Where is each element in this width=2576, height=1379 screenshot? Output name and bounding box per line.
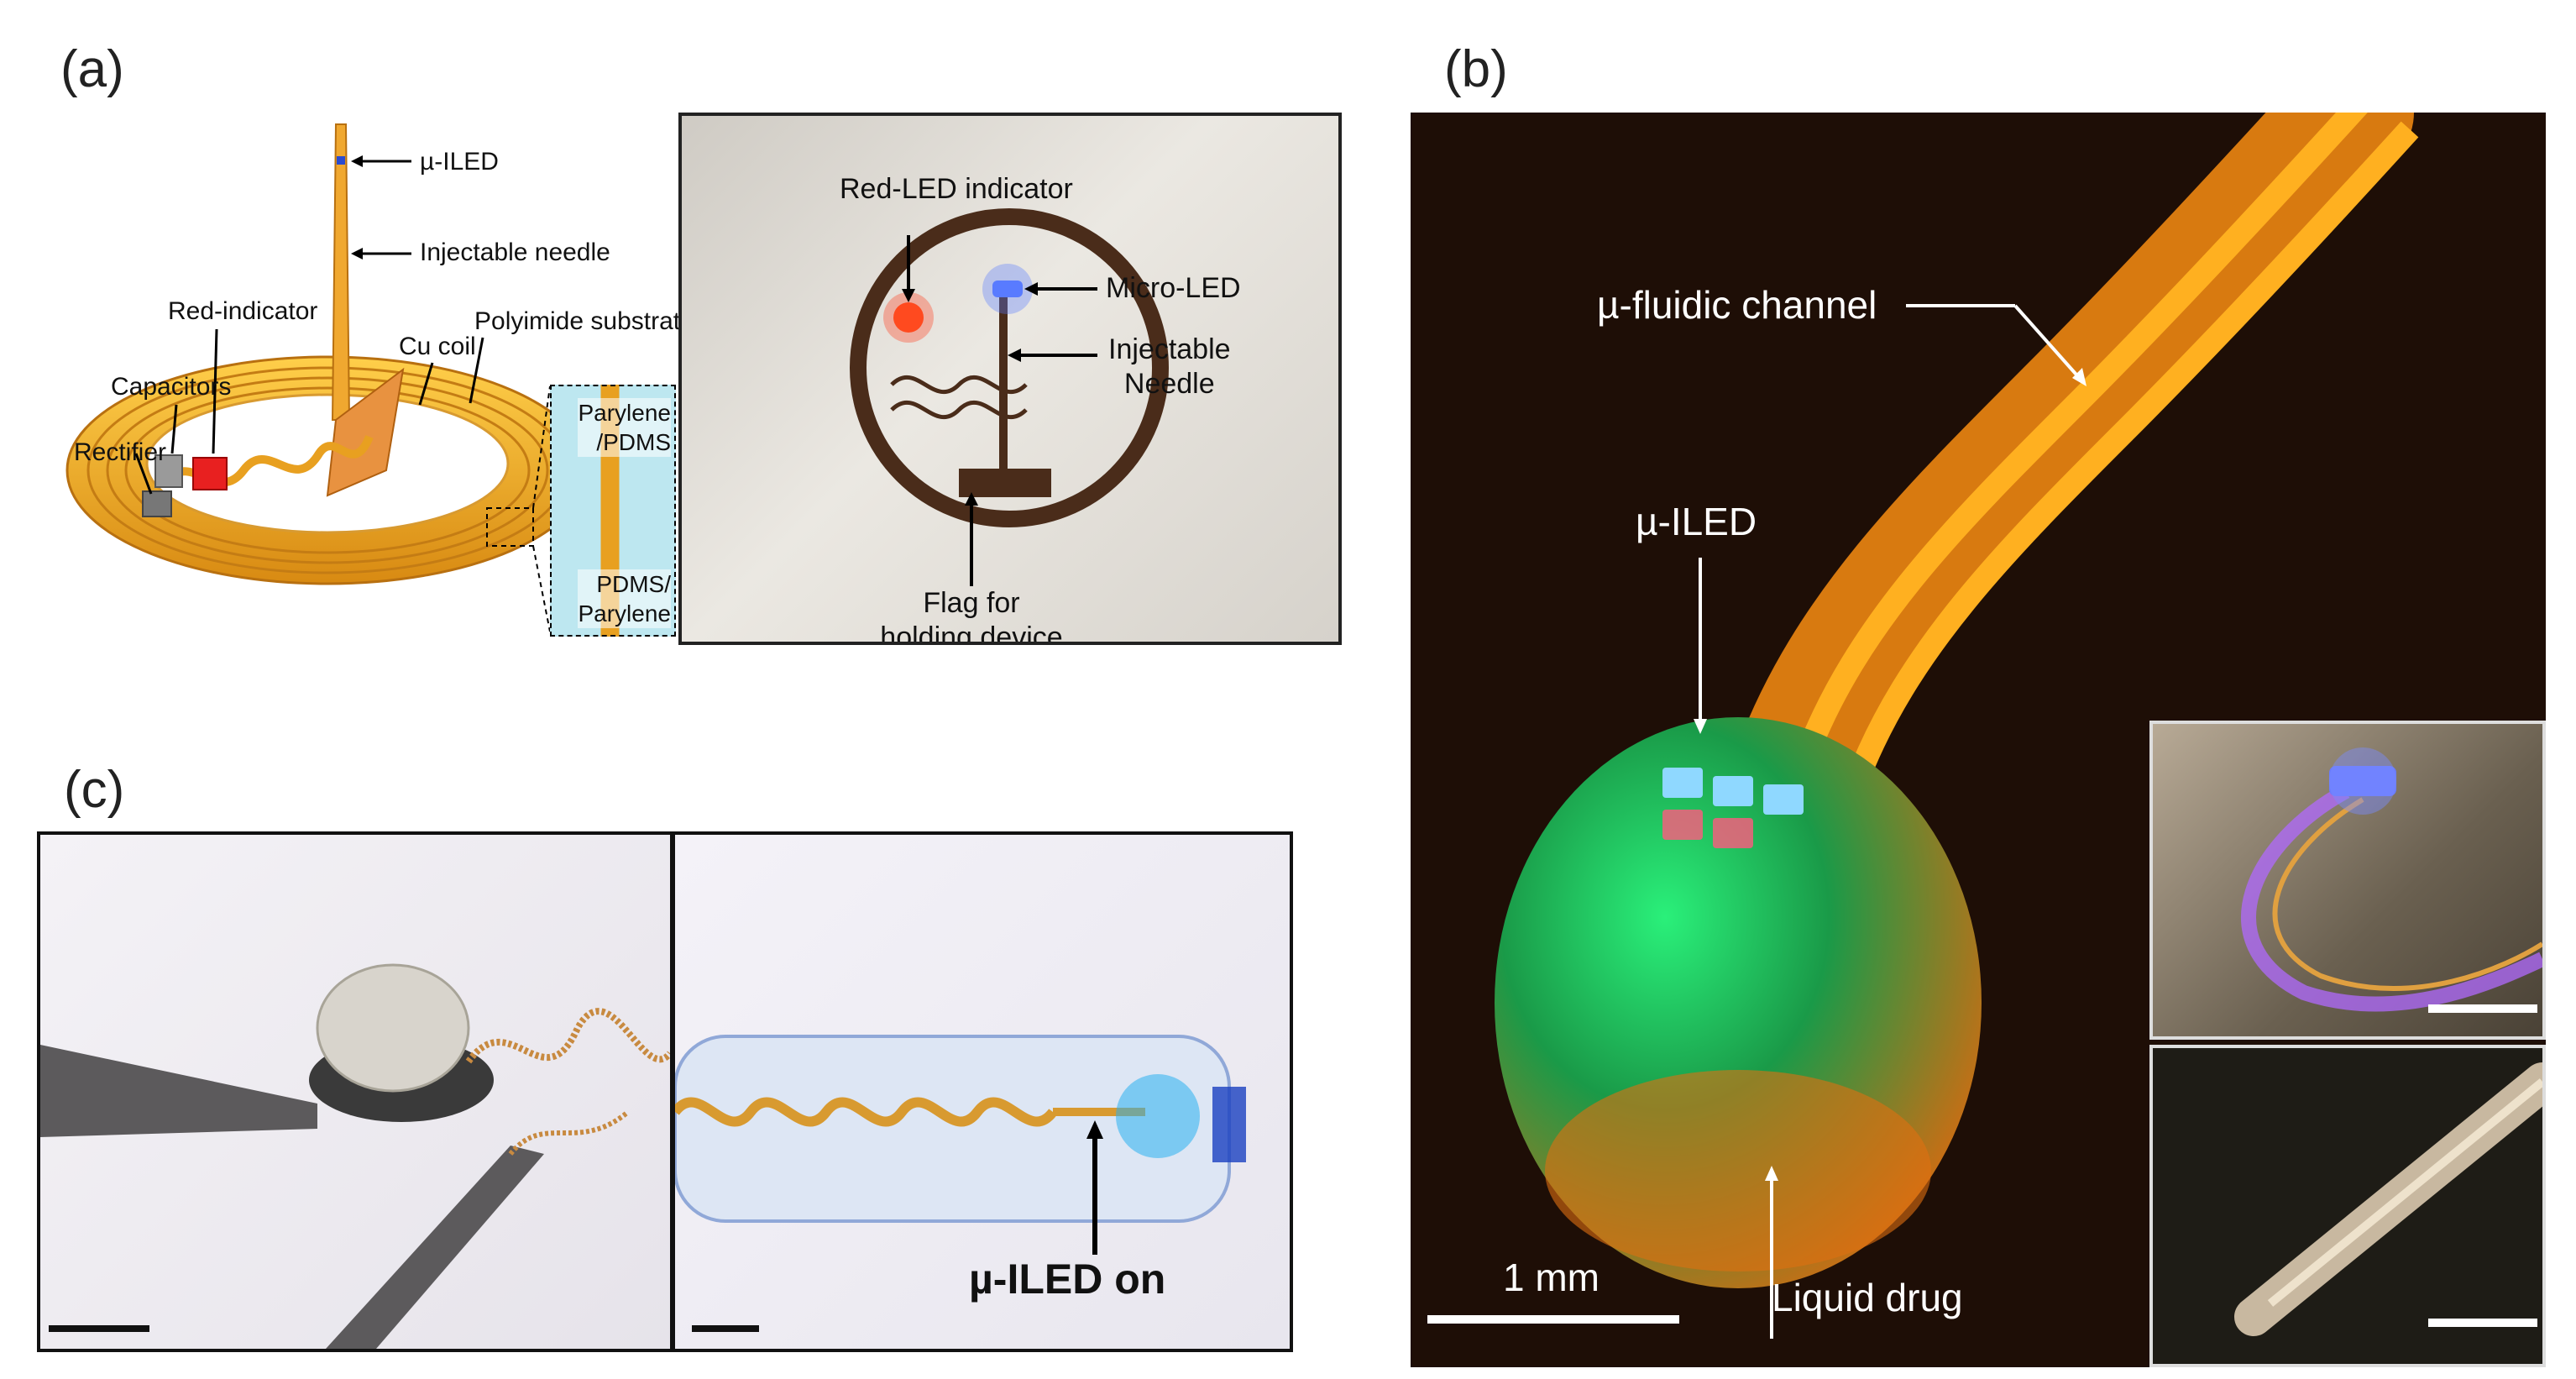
panel-c-left-photo [37,831,673,1352]
red-led-glow [893,302,924,333]
label-pdms-parylene: PDMS/ Parylene [578,569,671,628]
scale-bar-inset-top [2428,1004,2537,1013]
panel-label-a: (a) [60,40,124,98]
device-pad [316,963,470,1093]
label-polyimide-substrate: Polyimide substrate [474,307,680,335]
device-ring [850,208,1169,527]
layer-zoom-inset: Parylene /PDMS PDMS/ Parylene [550,385,676,637]
label-red-indicator: Red-indicator [168,297,317,325]
inset-probe-bent-photo [2149,721,2546,1040]
label-cu-coil: Cu coil [399,333,476,360]
serpentine-trace-c [675,1097,1057,1127]
panel-label-b: (b) [1444,40,1508,98]
panel-c-right-photo: µ-ILED on [673,831,1293,1352]
label-uiled-b: µ-ILED [1636,500,1757,543]
photo-label-micro-led: Micro-LED [1106,272,1241,304]
tweezers-right [326,1146,544,1349]
uiled-array [1662,768,1804,848]
panel-label-c: (c) [64,761,125,819]
label-capacitors: Capacitors [111,373,231,401]
panel-a-device-photo: Red-LED indicator Micro-LED Injectable N… [678,113,1342,645]
uiled-glow [1116,1074,1200,1158]
capacitor-chip [154,454,183,488]
label-injectable-needle: Injectable needle [420,239,610,266]
flag-shape [959,469,1051,497]
label-liquid-drug: Liquid drug [1772,1276,1963,1319]
label-rectifier: Rectifier [74,438,166,466]
label-uiled: µ-ILED [420,148,499,176]
photo-label-injectable-needle: Injectable Needle [1108,333,1231,400]
scale-bar-b [1427,1315,1679,1324]
inset-needle-photo [2149,1045,2546,1367]
cu-coil-ring [65,355,589,585]
uiled-chip [337,156,345,165]
label-parylene-pdms: Parylene /PDMS [578,398,671,457]
scale-bar-c-right [692,1325,759,1332]
label-uiled-on: µ-ILED on [969,1256,1166,1303]
red-indicator-chip [192,457,228,490]
flag [326,367,405,497]
serpentine-wire [465,1008,670,1064]
tweezers-left [40,1045,317,1137]
photo-label-flag: Flag for holding device [880,587,1063,645]
panel-a-device-schematic: µ-ILED Injectable needle Red-indicator C… [65,123,680,632]
label-scale-1mm: 1 mm [1503,1256,1600,1299]
micro-led-glow [992,281,1023,297]
panel-b-fluidic-probe-photo: µ-fluidic channel µ-ILED Liquid drug 1 m… [1411,113,2546,1367]
rectifier-chip [142,490,172,517]
scale-bar-c-left [49,1325,149,1332]
photo-label-red-led: Red-LED indicator [840,173,1073,205]
scale-bar-inset-bottom [2428,1319,2537,1327]
injectable-needle [331,123,351,421]
label-fluidic-channel: µ-fluidic channel [1597,283,1877,327]
